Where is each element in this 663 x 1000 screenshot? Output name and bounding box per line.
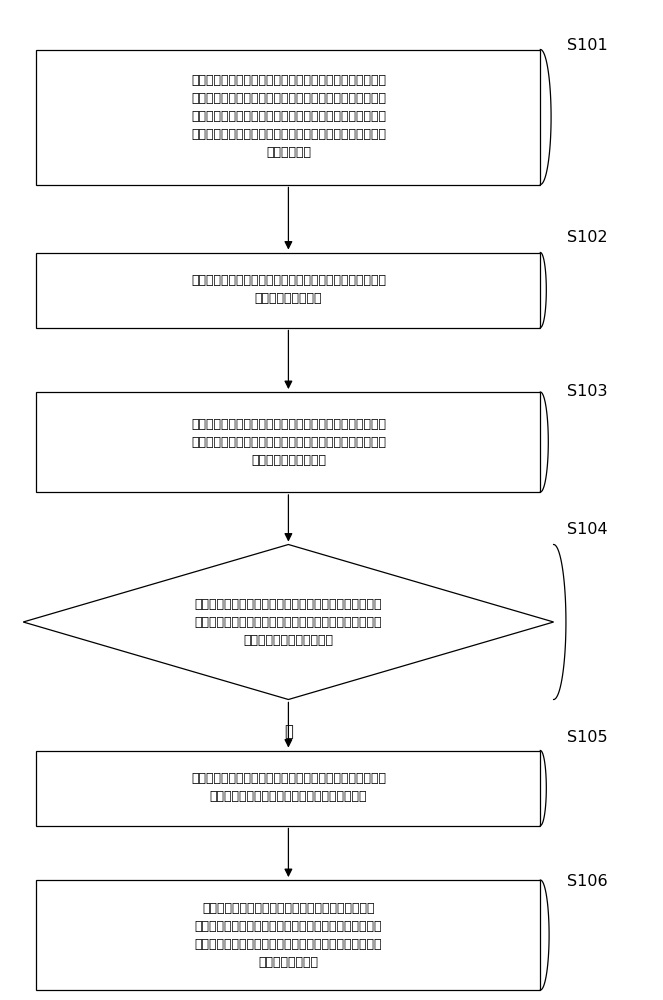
- Text: S102: S102: [567, 231, 607, 245]
- Text: 电机控制器将当前估算的电机所需要的输出转矩作为电机进
入零转速控制模式时电机所需要的初始输出转矩: 电机控制器将当前估算的电机所需要的输出转矩作为电机进 入零转速控制模式时电机所需…: [191, 772, 386, 804]
- Text: 根据初始输出转矩通过比例积分控制器调节出电机在
坡道上驻车时电机当前所需要的输出转矩，并根据当前所
需要的输出转矩控制电机进行扭矩输出，以及将电机的转
速调节至: 根据初始输出转矩通过比例积分控制器调节出电机在 坡道上驻车时电机当前所需要的输出…: [195, 902, 382, 968]
- Text: S101: S101: [567, 37, 607, 52]
- Bar: [36, 750, 540, 826]
- Text: S105: S105: [567, 730, 607, 746]
- Text: S103: S103: [567, 384, 607, 399]
- Text: 是: 是: [284, 724, 293, 740]
- Polygon shape: [23, 544, 554, 700]
- Bar: [36, 392, 540, 492]
- Text: 当电动汽车在坡道上进行停车或起步的过程中，整车控制器
实时采集电动汽车的加速踏板信号、挡位信号以及车速信号
，并根据加速踏板信号、挡位信号以及车速信号分别生成电: 当电动汽车在坡道上进行停车或起步的过程中，整车控制器 实时采集电动汽车的加速踏板…: [191, 75, 386, 159]
- Text: 电机控制器实时根据车速信息、加速度信息、电机的实际转
速信息以及实际输出转矩信息估算电动汽车在坡道上驻车时
电机所需要的输出转矩: 电机控制器实时根据车速信息、加速度信息、电机的实际转 速信息以及实际输出转矩信息…: [191, 418, 386, 466]
- Bar: [36, 49, 540, 184]
- Bar: [36, 880, 540, 990]
- Text: S104: S104: [567, 522, 607, 538]
- Text: 电机控制器实时采集电机的实际转速信息、实际转向信息以
及实际输出转矩信息: 电机控制器实时采集电机的实际转速信息、实际转向信息以 及实际输出转矩信息: [191, 274, 386, 306]
- Text: 电机控制器根据挡位指令、电机的转矩指令、故障信息、
电机的实际转速信息以及实际转向信息判断电机是否满足
进入零转速控制模式的条件: 电机控制器根据挡位指令、电机的转矩指令、故障信息、 电机的实际转速信息以及实际转…: [195, 597, 382, 647]
- Text: S106: S106: [567, 874, 607, 890]
- Bar: [36, 252, 540, 328]
